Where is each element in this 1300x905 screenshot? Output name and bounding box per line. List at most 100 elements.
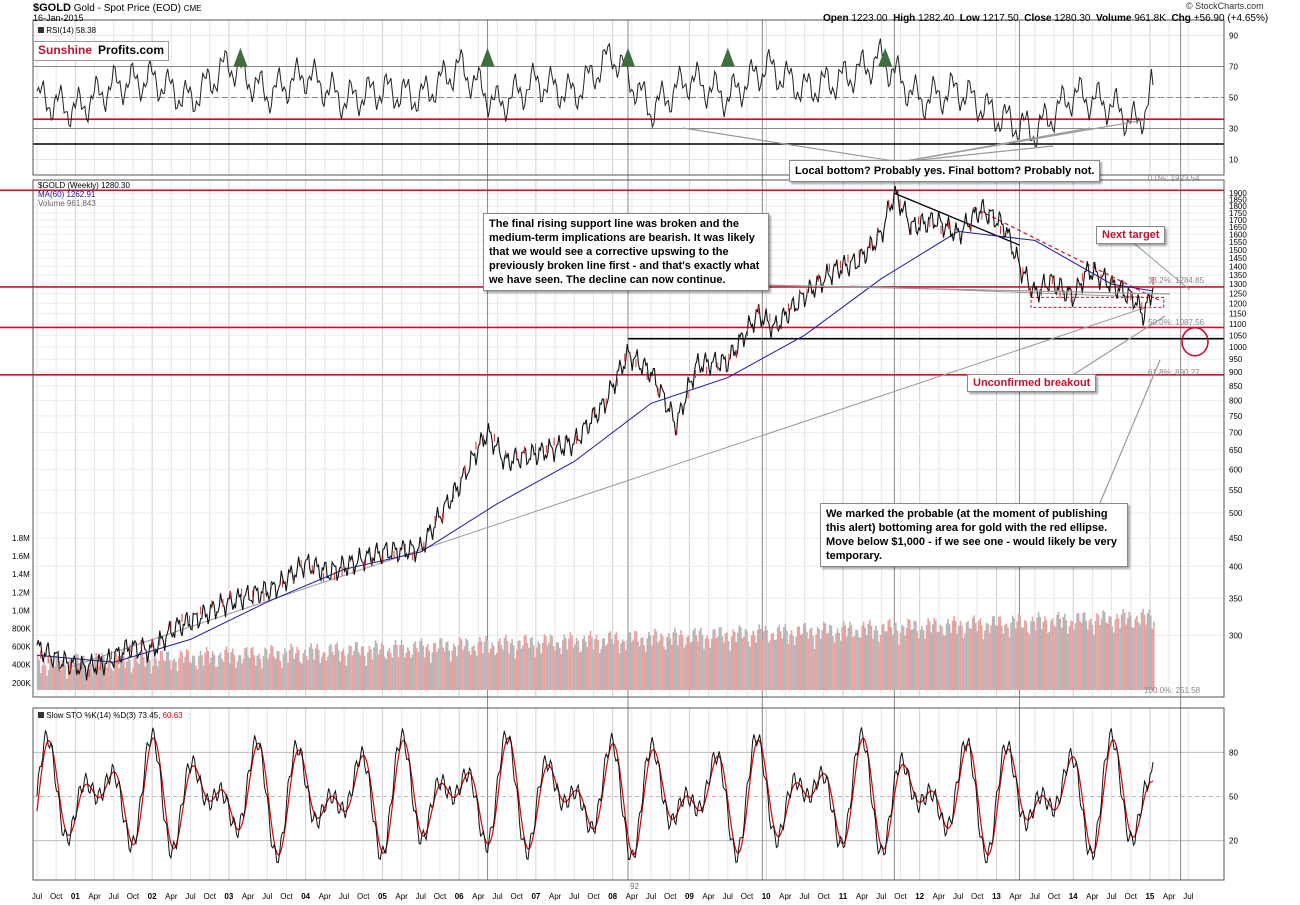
volume-bar [629, 632, 632, 690]
volume-bar [67, 667, 70, 690]
volume-bar [250, 648, 252, 690]
volume-bar [84, 665, 87, 690]
volume-bar [158, 660, 160, 690]
volume-bar [928, 621, 931, 690]
volume-bar [304, 649, 306, 690]
volume-bar [113, 658, 116, 690]
volume-bar [778, 624, 781, 690]
volume-bar [655, 631, 658, 690]
volume-bar [377, 654, 380, 690]
volume-bar [500, 644, 503, 690]
volume-bar [970, 628, 972, 690]
volume-bar [202, 665, 205, 690]
volume-bar [107, 659, 110, 690]
volume-bar [855, 629, 857, 690]
volume-bar [494, 655, 497, 690]
volume-bar [368, 645, 371, 690]
x-tick-label: Apr [626, 892, 639, 901]
volume-bar [81, 655, 84, 690]
fib-100: 100.0%: 251.58 [1144, 686, 1201, 695]
volume-bar [824, 623, 827, 690]
volume-bar [506, 641, 509, 690]
volume-bar [1134, 618, 1137, 690]
volume-bar [924, 638, 926, 690]
volume-bar [746, 630, 748, 690]
volume-bar [826, 633, 828, 690]
volume-bar [55, 655, 58, 690]
volume-bar [118, 668, 120, 690]
volume-bar [278, 651, 280, 690]
volume-bar [442, 647, 444, 690]
volume-bar [228, 663, 231, 690]
volume-bar [121, 650, 124, 690]
volume-bar [135, 655, 137, 690]
x-tick-label: Jul [109, 892, 119, 901]
volume-bar [328, 645, 331, 690]
volume-bar [99, 659, 102, 690]
volume-bar [830, 625, 833, 690]
volume-bar [1110, 616, 1112, 690]
volume-bar [285, 652, 288, 690]
volume-bar [727, 640, 730, 690]
volume-bar [397, 656, 400, 690]
panel-frame [32, 707, 1225, 881]
volume-bar [1051, 618, 1054, 690]
volume-bar [812, 635, 814, 690]
x-tick-label: Jul [1030, 892, 1040, 901]
volume-bar [301, 663, 303, 690]
volume-bar [694, 627, 696, 690]
volume-bar [971, 617, 974, 690]
volume-bar [614, 634, 616, 690]
price-tick-label: 1550 [1229, 238, 1247, 247]
volume-bar [896, 630, 899, 690]
volume-bar [379, 649, 381, 690]
volume-bar [236, 661, 239, 690]
volume-bar [483, 641, 486, 690]
volume-bar [818, 629, 820, 690]
volume-bar [1022, 627, 1025, 690]
volume-bar [512, 645, 515, 690]
x-tick-label: Oct [1125, 892, 1138, 901]
volume-bar [393, 644, 395, 690]
volume-bar [317, 649, 320, 690]
price-tick-label: 1750 [1229, 209, 1247, 218]
volume-bar [519, 640, 521, 690]
marker-92: 92 [630, 882, 639, 891]
volume-bar [726, 632, 728, 690]
volume-bar [210, 657, 213, 690]
volume-bar [537, 641, 540, 690]
volume-bar [1042, 621, 1045, 690]
volume-bar [594, 638, 596, 690]
volume-bar [274, 659, 277, 690]
price-tick-label: 550 [1229, 486, 1243, 495]
volume-bar [345, 665, 348, 690]
volume-bar [178, 657, 180, 690]
volume-bar [664, 649, 667, 690]
volume-bar [569, 632, 572, 690]
volume-bar [502, 649, 504, 690]
volume-bar [850, 625, 853, 690]
volume-bar [416, 648, 418, 690]
exchange: CME [183, 4, 202, 13]
volume-bar [61, 660, 64, 690]
x-tick-label: Oct [818, 892, 831, 901]
x-tick-label: 07 [531, 892, 540, 901]
volume-bar [591, 636, 593, 690]
volume-bar [580, 651, 583, 690]
volume-bar [254, 665, 257, 690]
volume-bar [603, 637, 606, 690]
volume-bar [136, 662, 139, 690]
volume-bar [485, 635, 487, 690]
volume-tick-label: 1.6M [12, 552, 30, 561]
volume-bar [913, 620, 916, 690]
volume-bar [153, 657, 156, 690]
volume-bar [1102, 610, 1104, 690]
volume-bar [1050, 620, 1052, 690]
panel-frame [32, 179, 1225, 698]
volume-bar [367, 652, 369, 690]
volume-bar [446, 641, 449, 690]
volume-bar [893, 624, 896, 690]
volume-bar [760, 628, 762, 690]
volume-bar [644, 652, 647, 690]
volume-bar [264, 647, 266, 690]
